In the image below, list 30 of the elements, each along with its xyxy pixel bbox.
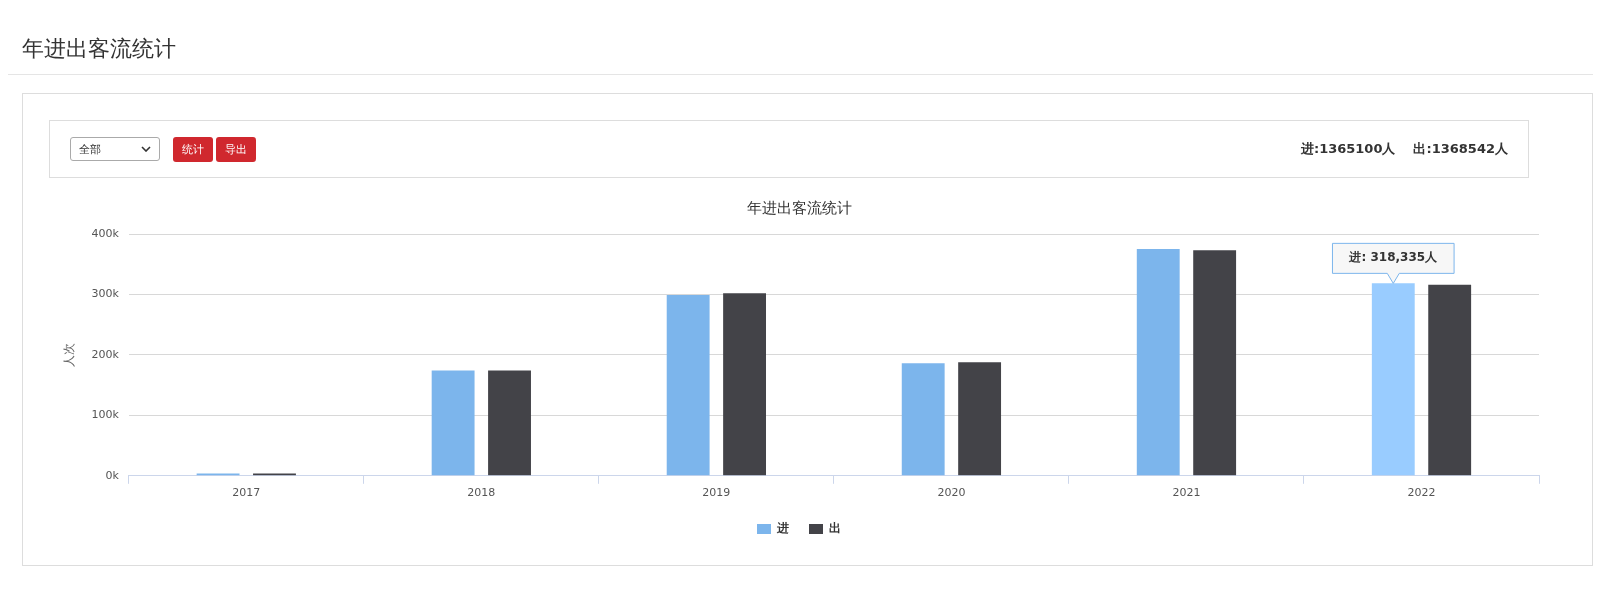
bar	[1136, 249, 1180, 476]
bar	[1193, 250, 1237, 476]
y-tick-label: 300k	[91, 287, 120, 301]
y-axis-title: 人次	[62, 342, 77, 367]
bar	[666, 295, 710, 476]
button: 导出	[216, 136, 256, 162]
chart-title: 年进出客流统计	[746, 198, 852, 217]
legend-label: 进	[776, 521, 789, 536]
x-tick-label: 2017	[232, 486, 261, 500]
text: 出:1368542人	[1413, 140, 1508, 158]
bar	[431, 370, 475, 476]
bar	[958, 362, 1002, 476]
button: 统计	[173, 136, 213, 162]
legend-label: 出	[829, 521, 841, 536]
y-tick-label: 100k	[91, 408, 120, 422]
dropdown-field: 全部	[70, 137, 160, 161]
text: 年进出客流统计	[8, 8, 1593, 75]
x-tick-label: 2020	[937, 486, 966, 500]
x-tick-label: 2022	[1407, 486, 1436, 500]
x-tick-label: 2019	[702, 486, 731, 500]
y-tick-label: 200k	[91, 347, 120, 361]
x-tick-label: 2018	[467, 486, 496, 500]
bar	[488, 370, 531, 476]
bar	[723, 293, 766, 476]
annotation: 进: 318,335人	[1348, 250, 1439, 265]
y-tick-label: 400k	[91, 226, 120, 240]
text: 进:1365100人	[1300, 140, 1396, 158]
y-tick-label: 0k	[105, 468, 120, 482]
bar	[901, 363, 945, 476]
x-tick-label: 2021	[1172, 486, 1201, 500]
